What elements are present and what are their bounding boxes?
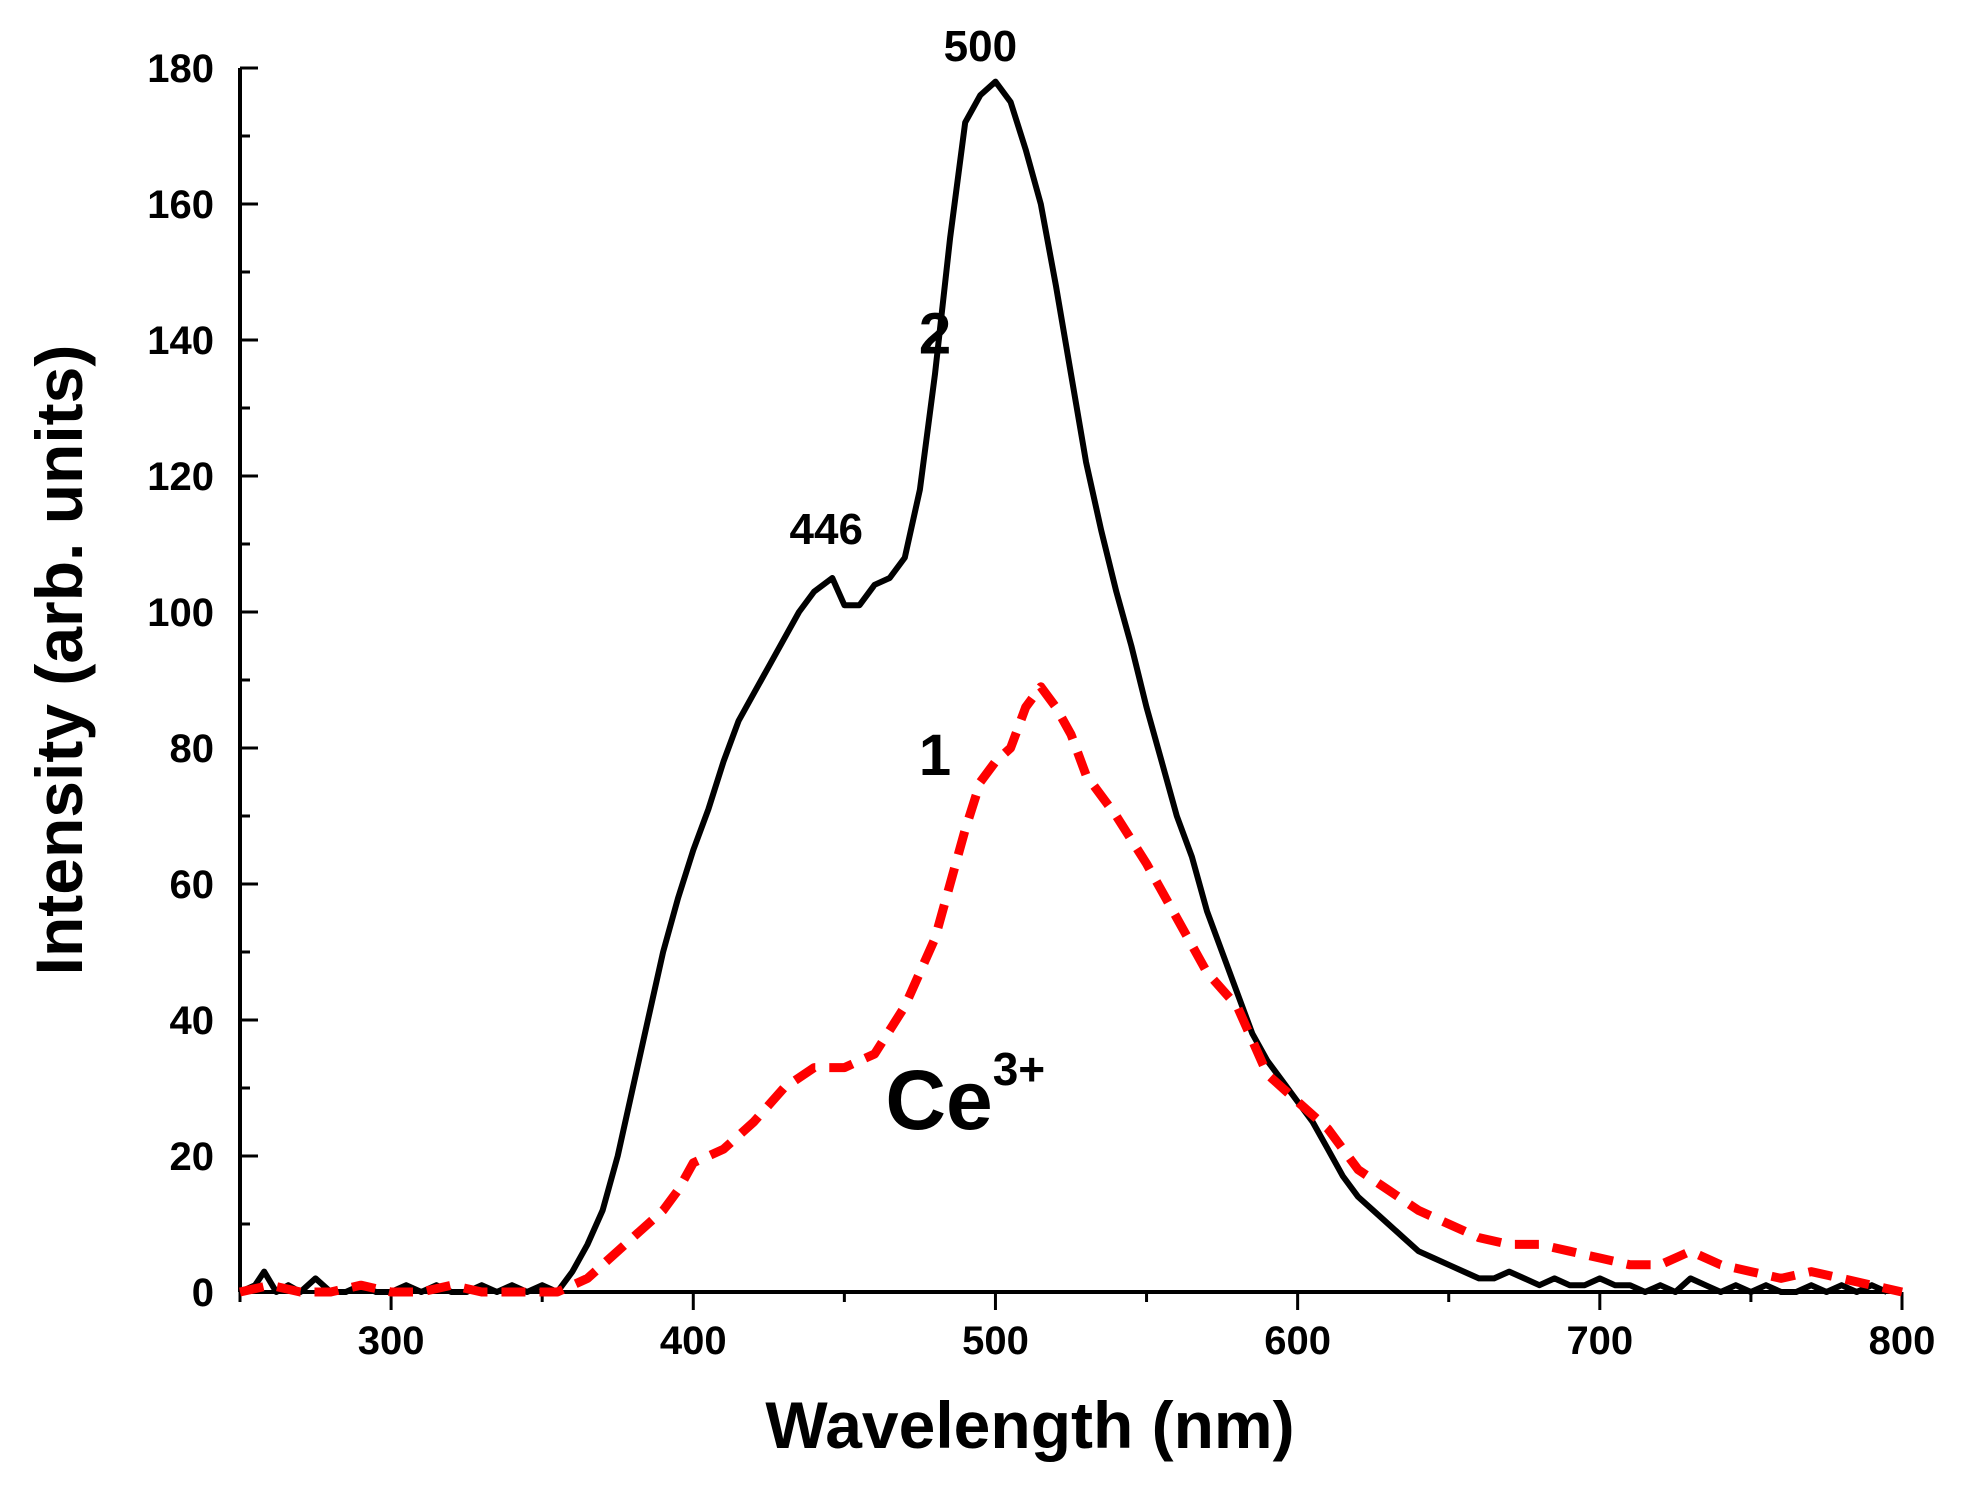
peak-label-446: 446 (790, 505, 863, 554)
y-tick-label: 40 (170, 999, 215, 1043)
y-tick-label: 120 (147, 455, 214, 499)
y-axis-title: Intensity (arb. units) (22, 345, 96, 976)
peak-label-500: 500 (944, 22, 1017, 71)
x-axis-title: Wavelength (nm) (765, 1388, 1294, 1462)
y-tick-label: 60 (170, 863, 215, 907)
series-group (238, 78, 1903, 1297)
series-line-1 (239, 682, 1903, 1297)
series-line-2 (238, 78, 1889, 1295)
x-tick-label: 600 (1264, 1319, 1331, 1363)
curve-label-1: 1 (919, 723, 951, 788)
x-tick-label: 400 (660, 1319, 727, 1363)
y-tick-label: 180 (147, 47, 214, 91)
ion-label: Ce3+ (885, 1043, 1045, 1147)
y-tick-label: 160 (147, 183, 214, 227)
y-ticks: 0 20 40 60 80 100 120 140 160 180 (147, 47, 258, 1315)
x-tick-label: 300 (358, 1319, 425, 1363)
y-tick-label: 80 (170, 727, 215, 771)
y-tick-label: 20 (170, 1135, 215, 1179)
axes (238, 68, 1902, 1294)
y-tick-label: 0 (192, 1271, 214, 1315)
curve-label-2: 2 (919, 302, 951, 367)
x-tick-label: 800 (1869, 1319, 1936, 1363)
y-tick-label: 140 (147, 319, 214, 363)
y-tick-label: 100 (147, 591, 214, 635)
x-tick-label: 700 (1566, 1319, 1633, 1363)
x-ticks: 300 400 500 600 700 800 (238, 1292, 1936, 1363)
x-tick-label: 500 (962, 1319, 1029, 1363)
ion-charge-superscript: 3+ (993, 1043, 1045, 1095)
